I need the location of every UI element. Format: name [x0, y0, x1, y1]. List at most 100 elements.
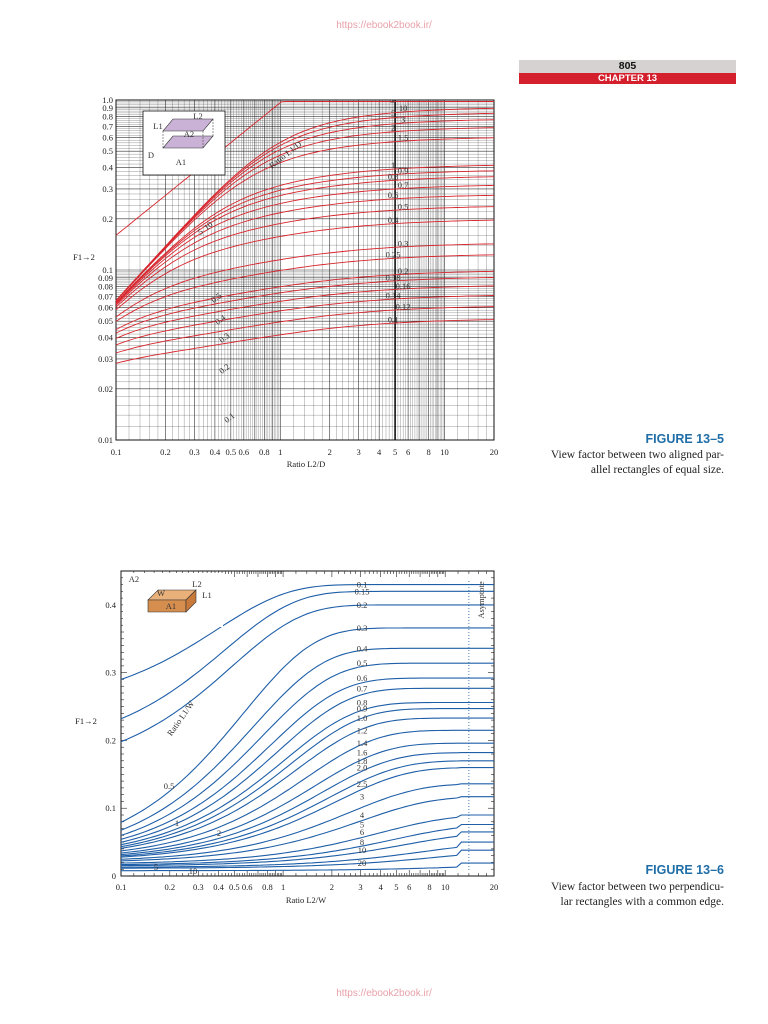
series-line	[120, 708, 494, 848]
series-label: 0.15	[355, 586, 370, 596]
chart2-plot: 0.10.150.20.30.40.50.60.70.80.91.01.21.4…	[75, 570, 499, 905]
series-line	[121, 841, 494, 868]
x-tick-label: 1	[278, 447, 282, 457]
series-label: 2	[391, 122, 395, 132]
series-line	[115, 306, 495, 354]
figure-13-5-title: FIGURE 13–5	[645, 432, 724, 446]
series-label: 1.0	[357, 713, 368, 723]
x-tick-label: 3	[357, 447, 361, 457]
series-line	[120, 662, 494, 836]
series-line	[120, 647, 494, 831]
series-label: 6	[360, 827, 364, 837]
watermark-top[interactable]: https://ebook2book.ir/	[336, 20, 432, 31]
y-tick-label: 0.6	[102, 133, 113, 143]
diagram-label: L2	[192, 579, 201, 589]
plot-frame	[120, 570, 495, 877]
series-line	[120, 796, 494, 862]
series-line	[120, 767, 494, 858]
y-tick-label: 0.2	[102, 214, 113, 224]
caption-line: View factor between two aligned par-	[550, 449, 724, 461]
x-tick-label: 0.2	[160, 447, 171, 457]
series-line	[121, 849, 494, 869]
y-tick-label: 1.0	[102, 95, 113, 105]
x-tick-label: 20	[490, 882, 499, 892]
parallel-rectangles-diagram: L2 L1 D A1 A2	[142, 110, 226, 176]
series-line	[115, 276, 495, 334]
series-label: 0.5	[398, 201, 409, 211]
series-line	[120, 760, 494, 857]
x-tick-label: 0.1	[111, 447, 122, 457]
asymptote-label: Asymptote	[476, 581, 486, 619]
series-label: 0.3	[357, 623, 368, 633]
diagram-label: L1	[153, 121, 162, 131]
x-tick-label: 0.3	[193, 882, 204, 892]
series-label: 0.4	[357, 643, 368, 653]
series-line	[115, 270, 495, 330]
x-tick-label: 10	[441, 882, 450, 892]
series-label: 0.2	[398, 266, 409, 276]
x-tick-label: 6	[406, 447, 410, 457]
series-line	[115, 184, 495, 305]
y-tick-label: 0.3	[102, 184, 113, 194]
series-line	[120, 590, 494, 720]
watermark-bottom[interactable]: https://ebook2book.ir/	[336, 988, 432, 999]
x-axis-label: Ratio L2/W	[286, 895, 326, 905]
inline-curve-label: 5	[154, 862, 158, 872]
diagram-label: A1	[176, 157, 186, 167]
series-line	[115, 137, 495, 302]
x-tick-label: 5	[394, 882, 398, 892]
caption-line: lar rectangles with a common edge.	[560, 896, 725, 908]
y-tick-label: 0.08	[98, 281, 113, 291]
curve-family-label: Ratio L1/W	[165, 699, 196, 738]
y-axis-label: F1→2	[75, 716, 97, 726]
diagram-label: W	[157, 588, 165, 598]
series-label: 0.6	[357, 673, 368, 683]
diagram-label: L1	[202, 590, 211, 600]
series-label: 1	[391, 160, 395, 170]
page-number: 805	[519, 60, 736, 73]
diagram-label: A1	[166, 601, 176, 611]
chapter-label: CHAPTER 13	[519, 73, 736, 84]
series-line	[115, 170, 495, 304]
series-label: 1.4	[357, 738, 368, 748]
y-tick-label: 0.09	[98, 273, 113, 283]
series-line	[115, 243, 494, 318]
series-line	[120, 701, 494, 846]
series-line	[120, 831, 494, 867]
series-line	[120, 604, 494, 743]
y-tick-label: 0.2	[105, 735, 116, 745]
x-tick-label: 0.2	[164, 882, 175, 892]
y-tick-label: 0.7	[102, 121, 113, 131]
series-line	[115, 254, 495, 322]
x-tick-label: 0.1	[116, 882, 127, 892]
x-tick-label: 0.6	[242, 882, 253, 892]
series-line	[115, 295, 495, 346]
series-label: 0.4	[388, 215, 399, 225]
series-label: 0.7	[357, 683, 368, 693]
x-tick-label: 0.3	[189, 447, 200, 457]
x-tick-label: 0.8	[262, 882, 273, 892]
x-tick-label: 2	[330, 882, 334, 892]
y-tick-label: 0.01	[98, 435, 113, 445]
series-label: 20	[358, 858, 367, 868]
series-line	[120, 584, 494, 680]
series-label: 0.8	[357, 697, 368, 707]
series-label: 0.1	[388, 314, 399, 324]
chart1-plot: ∞105321.510.90.80.70.60.50.40.30.250.20.…	[73, 95, 498, 469]
inline-curve-label: 0.2	[217, 361, 232, 375]
series-label: 0.2	[357, 600, 368, 610]
x-tick-label: 6	[407, 882, 411, 892]
x-tick-label: 0.5	[229, 882, 240, 892]
plate-side	[185, 589, 197, 613]
y-tick-label: 0.1	[102, 265, 113, 275]
x-axis-label: Ratio L2/D	[287, 459, 325, 469]
series-label: 0.9	[398, 166, 409, 176]
series-line	[120, 752, 494, 856]
inline-curve-label: 5	[195, 226, 205, 236]
series-label: 0.7	[398, 180, 409, 190]
inline-curve-label: 0.5	[164, 781, 175, 791]
y-tick-label: 0.1	[105, 803, 116, 813]
series-label: 1.6	[357, 748, 368, 758]
